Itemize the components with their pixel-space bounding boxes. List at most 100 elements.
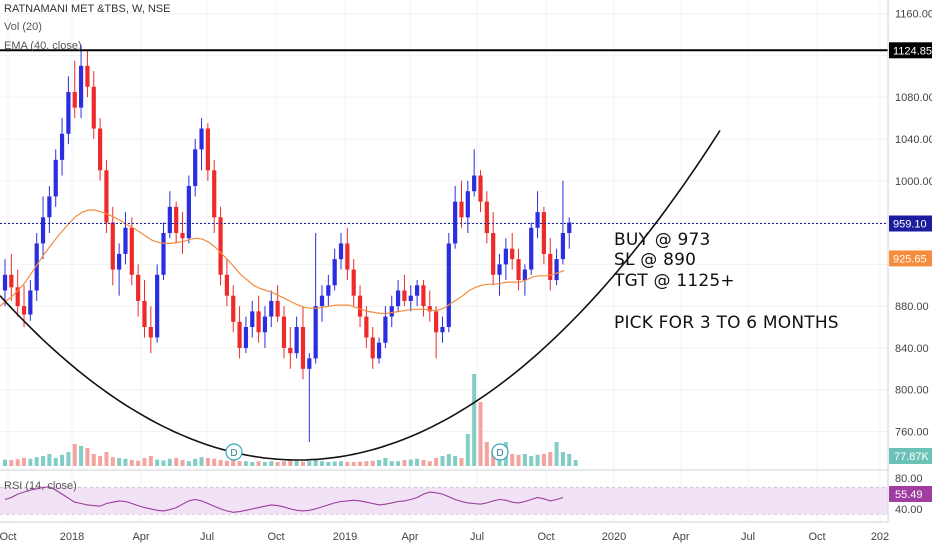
candle[interactable]	[567, 217, 572, 249]
candle[interactable]	[434, 306, 439, 359]
candle[interactable]	[364, 306, 369, 348]
volume-legend[interactable]: Vol (20)	[4, 21, 42, 33]
candle[interactable]	[402, 274, 407, 307]
candle[interactable]	[332, 248, 337, 291]
candle[interactable]	[370, 327, 375, 369]
candle[interactable]	[389, 295, 394, 328]
candle[interactable]	[440, 316, 445, 343]
candle[interactable]	[167, 191, 172, 239]
candle[interactable]	[15, 269, 20, 317]
candle[interactable]	[516, 248, 521, 291]
candle[interactable]	[427, 290, 432, 322]
candle[interactable]	[117, 243, 122, 296]
dividend-marker[interactable]: D	[491, 443, 509, 461]
candle[interactable]	[9, 253, 14, 301]
candle[interactable]	[142, 280, 147, 338]
ema-legend[interactable]: EMA (40, close)	[4, 40, 82, 52]
dividend-marker[interactable]: D	[225, 443, 243, 461]
candle[interactable]	[357, 285, 363, 328]
candle[interactable]	[104, 159, 109, 233]
candle[interactable]	[453, 185, 458, 249]
candle[interactable]	[548, 238, 553, 291]
candle[interactable]	[47, 185, 52, 233]
candle[interactable]	[503, 238, 508, 281]
candle[interactable]	[484, 191, 489, 244]
candle[interactable]	[338, 233, 344, 270]
candle[interactable]	[376, 337, 382, 364]
candle[interactable]	[459, 180, 464, 228]
candle[interactable]	[2, 259, 8, 307]
candle[interactable]	[421, 280, 426, 317]
candles[interactable]	[2, 44, 572, 442]
candle[interactable]	[123, 212, 128, 265]
candle[interactable]	[78, 44, 84, 119]
candle[interactable]	[269, 290, 274, 328]
volume-bar	[288, 460, 293, 466]
candle[interactable]	[193, 138, 198, 197]
candle[interactable]	[243, 316, 249, 354]
candle-body	[567, 222, 572, 233]
candle[interactable]	[231, 285, 236, 333]
candle[interactable]	[98, 118, 103, 181]
candle[interactable]	[53, 149, 58, 207]
candle[interactable]	[129, 217, 134, 286]
candle[interactable]	[535, 191, 540, 239]
candle[interactable]	[319, 285, 325, 322]
candle[interactable]	[510, 233, 515, 270]
candle[interactable]	[408, 285, 413, 312]
candle[interactable]	[250, 300, 255, 338]
candle[interactable]	[34, 233, 39, 301]
candle[interactable]	[91, 71, 96, 139]
candle[interactable]	[174, 201, 179, 244]
candle[interactable]	[262, 306, 268, 348]
candle[interactable]	[28, 280, 33, 321]
candle[interactable]	[110, 206, 115, 286]
price-axis[interactable]: 1160.00 1124.85 1080.00 1040.00 1000.00 959.1…	[889, 9, 932, 464]
candle[interactable]	[313, 233, 318, 364]
candle[interactable]	[136, 264, 141, 317]
candle[interactable]	[351, 259, 356, 307]
candle[interactable]	[218, 206, 223, 286]
candle[interactable]	[345, 227, 350, 281]
candle[interactable]	[224, 259, 229, 307]
candle[interactable]	[155, 264, 160, 343]
candle[interactable]	[554, 248, 559, 286]
candle[interactable]	[497, 253, 502, 296]
candle[interactable]	[307, 353, 312, 442]
candle[interactable]	[40, 196, 46, 260]
candle[interactable]	[288, 327, 293, 369]
candle[interactable]	[491, 212, 496, 286]
candle[interactable]	[294, 316, 299, 359]
candle[interactable]	[199, 118, 204, 171]
candle[interactable]	[472, 149, 477, 197]
candle[interactable]	[59, 118, 65, 176]
candle[interactable]	[300, 306, 306, 380]
candle[interactable]	[275, 285, 280, 322]
candle[interactable]	[237, 306, 242, 359]
candle[interactable]	[85, 50, 90, 98]
candle[interactable]	[212, 159, 217, 233]
candle[interactable]	[281, 306, 287, 359]
candle[interactable]	[72, 60, 77, 119]
candle[interactable]	[66, 76, 71, 145]
candle[interactable]	[395, 280, 401, 312]
rsi-legend[interactable]: RSI (14, close)	[4, 480, 77, 492]
candle[interactable]	[205, 123, 210, 181]
candle[interactable]	[478, 170, 483, 213]
candle[interactable]	[529, 222, 534, 275]
candle[interactable]	[148, 306, 153, 354]
candle[interactable]	[560, 180, 566, 265]
candle[interactable]	[415, 280, 420, 307]
candle[interactable]	[541, 206, 546, 265]
candle[interactable]	[161, 222, 166, 281]
candle[interactable]	[446, 233, 451, 333]
symbol-legend[interactable]: RATNAMANI MET &TBS, W, NSE	[4, 3, 171, 15]
candle[interactable]	[180, 212, 185, 254]
time-axis[interactable]: Oct 2018 Apr Jul Oct 2019 Apr Jul Oct 2020 Apr Jul O…	[0, 531, 889, 543]
candle[interactable]	[256, 295, 261, 343]
candle[interactable]	[186, 175, 191, 244]
candle[interactable]	[465, 180, 470, 233]
candle[interactable]	[326, 274, 331, 307]
